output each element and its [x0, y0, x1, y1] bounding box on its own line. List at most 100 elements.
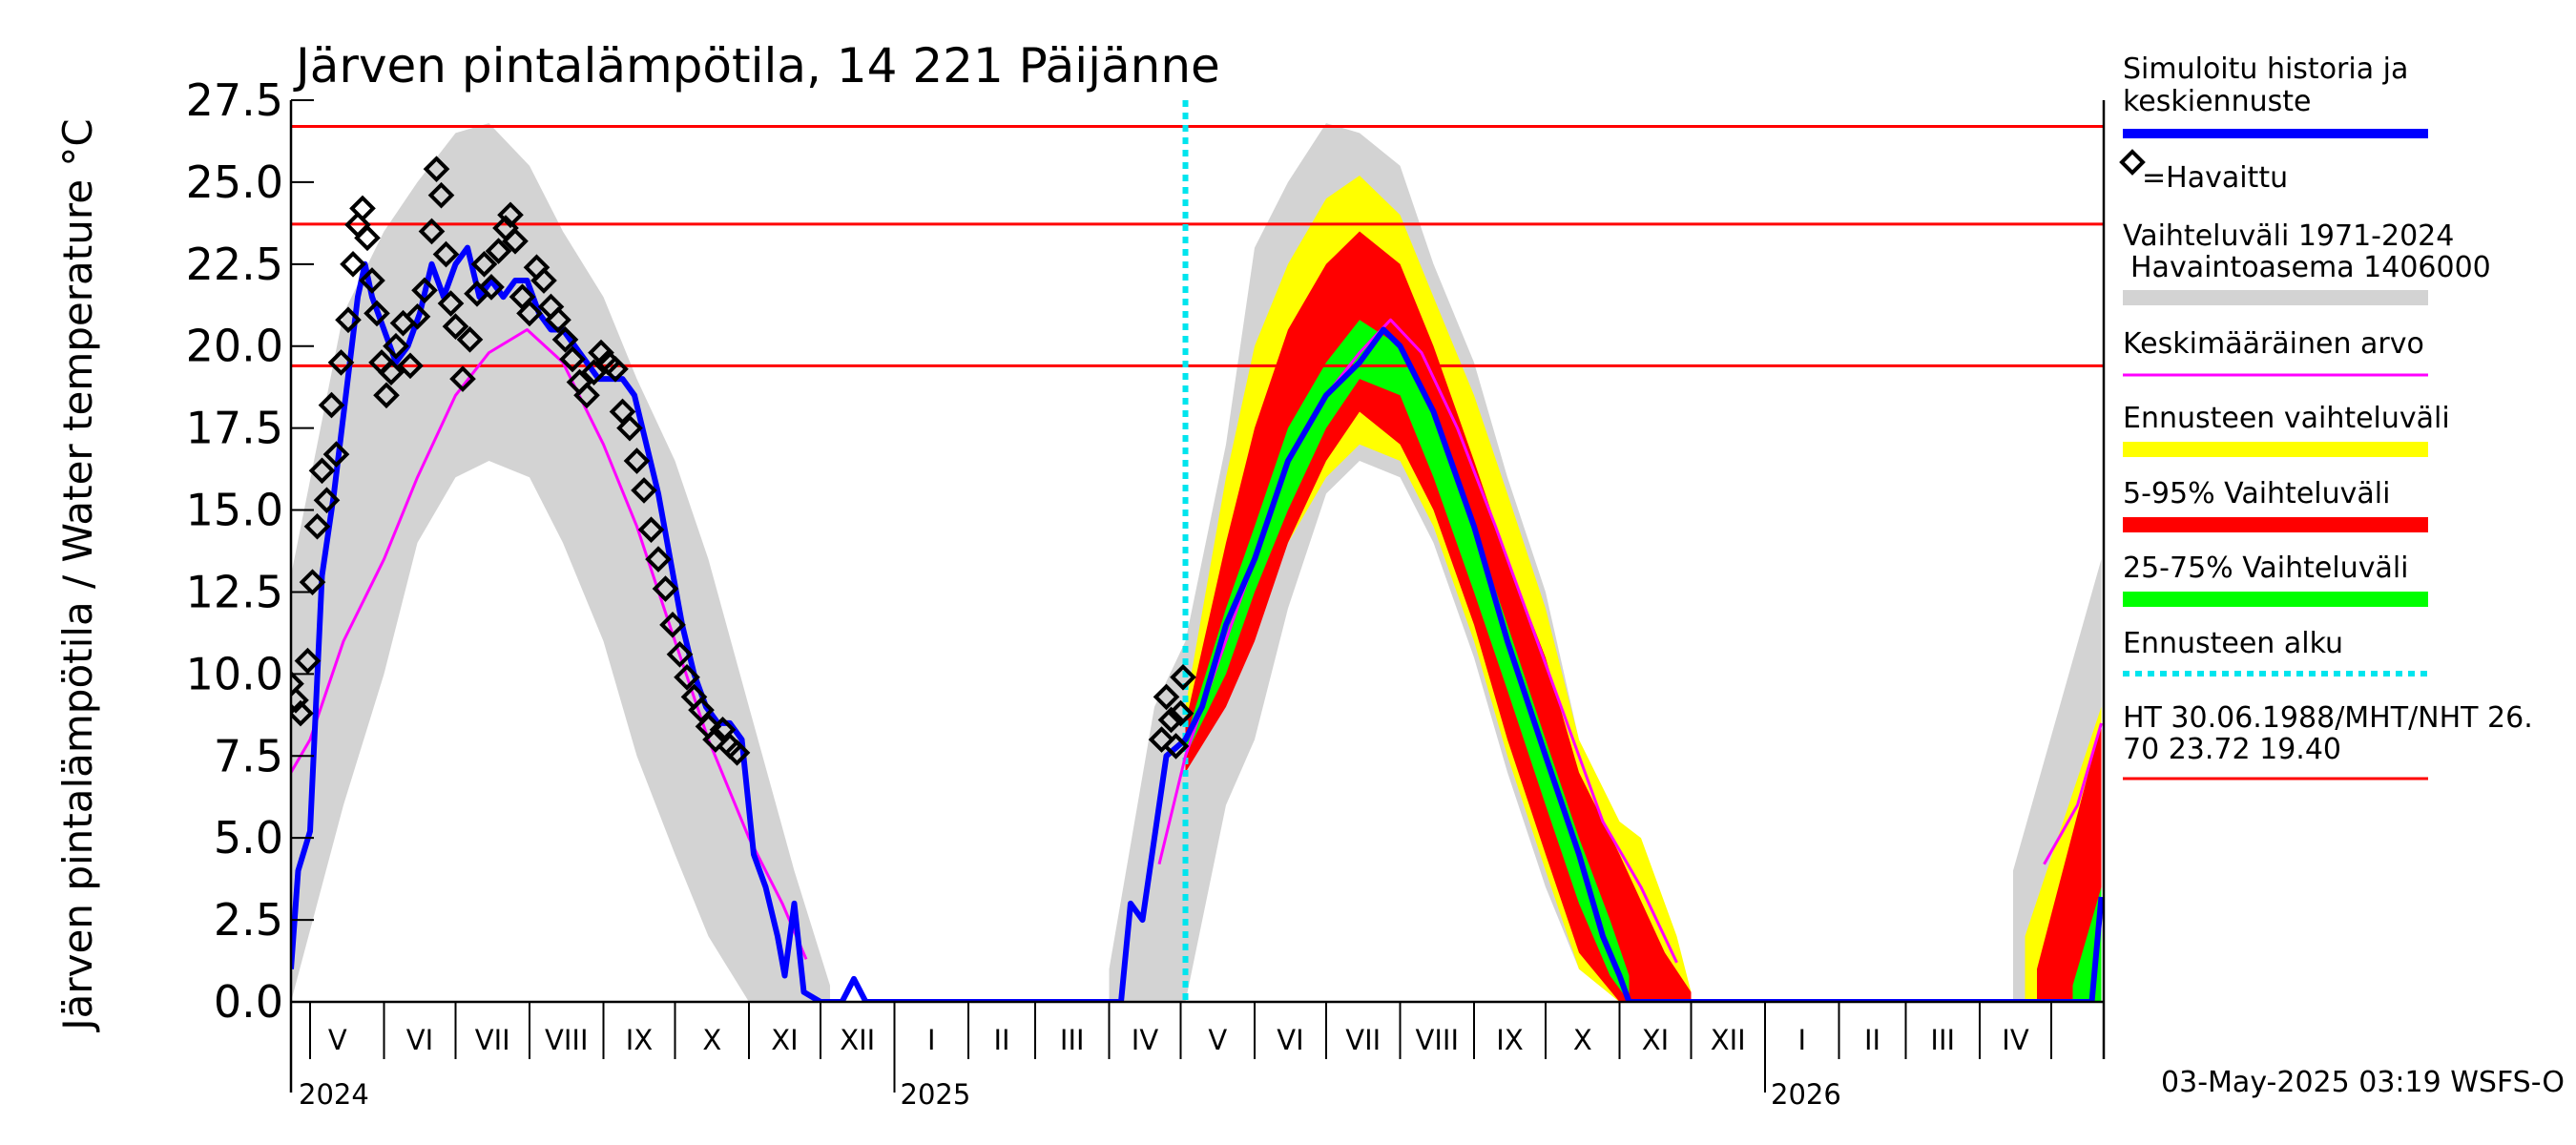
- observed-point: [404, 302, 431, 330]
- observed-point: [1167, 699, 1195, 727]
- legend-swatch-25-75: [2123, 592, 2428, 607]
- month-label: VIII: [545, 1024, 589, 1056]
- month-label: XI: [771, 1024, 798, 1056]
- observed-point: [1157, 706, 1185, 734]
- legend-label-observed: =Havaittu: [2142, 161, 2288, 195]
- observed-point: [631, 477, 657, 504]
- observed-point: [637, 516, 665, 543]
- observed-point: [659, 611, 686, 638]
- month-label: IV: [1132, 1024, 1159, 1056]
- observed-point: [674, 663, 700, 691]
- month-label: VI: [1277, 1024, 1303, 1056]
- observed-point: [470, 250, 498, 278]
- observed-point: [1153, 683, 1180, 711]
- month-label: IV: [2002, 1024, 2029, 1056]
- axes: 0.0 2.5 5.0 7.5 10.0 12.5 15.0 17.5 20.0 22.5 25.0…: [186, 74, 2106, 1111]
- plot-clipped-group: [291, 100, 2104, 1002]
- mean-line-1: [1157, 318, 1678, 964]
- month-label: IX: [626, 1024, 653, 1056]
- band-historical-range-0: [291, 123, 830, 1002]
- legend-label-historical-2: Havaintoasema 1406000: [2130, 251, 2491, 284]
- legend-label-simulated-2: keskiennuste: [2123, 85, 2311, 118]
- month-label: X: [1573, 1024, 1592, 1056]
- observed-point: [551, 326, 579, 353]
- y-tick-label: 27.5: [186, 74, 283, 126]
- y-tick-label: 17.5: [186, 403, 283, 454]
- legend-label-ht-2: 70 23.72 19.40: [2123, 733, 2341, 766]
- observed-point: [456, 326, 484, 353]
- observed-point: [545, 306, 571, 334]
- month-label: XI: [1642, 1024, 1669, 1056]
- month-label: II: [1864, 1024, 1880, 1056]
- month-label: II: [993, 1024, 1009, 1056]
- observed-point: [478, 274, 505, 301]
- observed-point: [702, 726, 729, 753]
- observed-point: [485, 238, 512, 264]
- observed-point: [1162, 733, 1190, 760]
- observed-point: [291, 670, 304, 697]
- observed-point: [427, 181, 455, 209]
- legend-swatch-5-95: [2123, 517, 2428, 532]
- y-tick-label: 12.5: [186, 566, 283, 617]
- observed-point: [516, 300, 543, 327]
- observed-point: [291, 699, 314, 727]
- observed-point: [383, 332, 409, 360]
- month-label: VIII: [1416, 1024, 1460, 1056]
- observed-point: [378, 359, 405, 386]
- observed-point: [573, 382, 600, 409]
- chart-title: Järven pintalämpötila, 14 221 Päijänne: [293, 38, 1220, 94]
- y-tick-label: 5.0: [214, 812, 283, 864]
- observed-point: [303, 512, 331, 540]
- month-label: VII: [475, 1024, 510, 1056]
- observed-point: [373, 382, 400, 409]
- observed-point: [294, 647, 322, 675]
- month-label: XII: [1711, 1024, 1746, 1056]
- observed-point: [437, 290, 465, 317]
- y-tick-label: 2.5: [214, 894, 283, 946]
- y-tick-label: 22.5: [186, 239, 283, 290]
- observed-point: [616, 414, 643, 442]
- month-label: X: [702, 1024, 721, 1056]
- month-label: IX: [1496, 1024, 1523, 1056]
- legend-label-5-95: 5-95% Vaihteluväli: [2123, 477, 2390, 510]
- month-label: I: [927, 1024, 936, 1056]
- month-label: V: [1208, 1024, 1227, 1056]
- year-label: 2026: [1771, 1078, 1841, 1111]
- observed-point: [666, 640, 694, 668]
- observed-point: [652, 575, 679, 602]
- month-label: I: [1797, 1024, 1806, 1056]
- observed-point: [349, 195, 376, 222]
- legend-label-simulated: Simuloitu historia ja: [2123, 52, 2408, 86]
- legend-swatch-observed: [2119, 149, 2146, 176]
- observed-point: [340, 250, 366, 278]
- legend-label-ht: HT 30.06.1988/MHT/NHT 26.: [2123, 701, 2533, 735]
- observed-point: [1148, 726, 1175, 753]
- y-tick-label: 0.0: [214, 976, 283, 1028]
- simulated-line-0: [291, 244, 2104, 1002]
- observed-point: [580, 359, 608, 386]
- observed-point: [602, 355, 629, 383]
- observed-point: [411, 277, 438, 304]
- observed-point: [313, 487, 341, 514]
- legend-swatch-forecast-range: [2123, 442, 2428, 457]
- observed-point: [335, 306, 362, 334]
- observed-point: [423, 156, 450, 182]
- band-5-95-1: [2037, 722, 2102, 1002]
- y-tick-label: 20.0: [186, 321, 283, 372]
- observed-point: [354, 224, 381, 252]
- legend-label-25-75: 25-75% Vaihteluväli: [2123, 552, 2409, 585]
- observed-point: [497, 201, 524, 229]
- year-label: 2025: [901, 1078, 971, 1111]
- legend-label-historical: Vaihteluväli 1971-2024: [2123, 219, 2454, 253]
- observed-point: [432, 240, 460, 268]
- y-tick-label: 10.0: [186, 648, 283, 699]
- observed-point: [291, 687, 309, 714]
- observed-point: [530, 267, 557, 294]
- observed-point: [322, 441, 350, 468]
- legend-swatch-historical: [2123, 290, 2428, 305]
- month-label: XII: [840, 1024, 875, 1056]
- observed-point: [318, 391, 345, 419]
- observed-point: [623, 448, 651, 474]
